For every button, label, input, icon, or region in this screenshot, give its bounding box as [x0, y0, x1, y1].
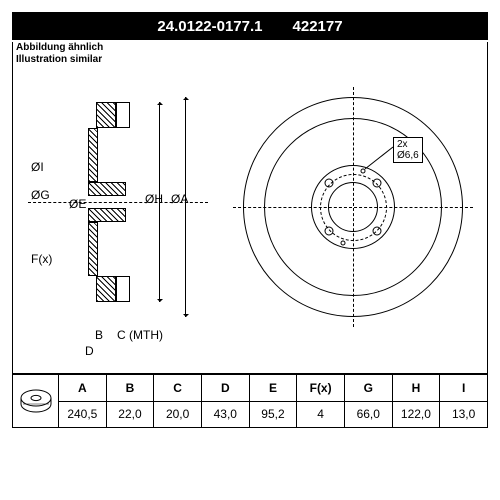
val-I: 13,0 — [440, 401, 488, 428]
section-vent-bot — [116, 276, 130, 302]
col-E: E — [249, 375, 297, 402]
val-F: 4 — [297, 401, 345, 428]
col-B: B — [106, 375, 154, 402]
label-diameter-H: ØH — [145, 192, 163, 206]
brake-disc-icon — [19, 384, 53, 418]
col-G: G — [344, 375, 392, 402]
label-diameter-E: ØE — [69, 197, 86, 211]
label-C: C (MTH) — [117, 328, 163, 342]
val-A: 240,5 — [59, 401, 107, 428]
col-F: F(x) — [297, 375, 345, 402]
part-number: 24.0122-0177.1 — [157, 18, 262, 35]
label-F: F(x) — [31, 252, 52, 266]
col-H: H — [392, 375, 440, 402]
col-I: I — [440, 375, 488, 402]
side-section-view — [88, 102, 136, 302]
ref-number: 422177 — [293, 18, 343, 35]
section-hat-bot — [88, 222, 98, 276]
disc-icon-cell — [13, 375, 59, 428]
section-hub-top — [88, 182, 126, 196]
label-B: B — [95, 328, 103, 342]
section-vent-top — [116, 102, 130, 128]
face-view: 2x Ø6,6 — [243, 97, 463, 317]
val-B: 22,0 — [106, 401, 154, 428]
table-data-row: 240,5 22,0 20,0 43,0 95,2 4 66,0 122,0 1… — [13, 401, 488, 428]
dim-table: A B C D E F(x) G H I 240,5 22,0 20,0 43,… — [12, 374, 488, 428]
leader-line-icon — [243, 97, 463, 317]
val-C: 20,0 — [154, 401, 202, 428]
label-D: D — [85, 344, 94, 358]
val-D: 43,0 — [201, 401, 249, 428]
label-diameter-I: ØI — [31, 160, 44, 174]
section-flange-top — [96, 102, 116, 128]
section-hat-top — [88, 128, 98, 182]
dimension-table: A B C D E F(x) G H I 240,5 22,0 20,0 43,… — [12, 374, 488, 428]
table-header-row: A B C D E F(x) G H I — [13, 375, 488, 402]
diagram-frame: ØI ØG ØE F(x) ØH ØA B D C (MTH) 2x Ø6,6 — [12, 42, 488, 374]
val-H: 122,0 — [392, 401, 440, 428]
val-E: 95,2 — [249, 401, 297, 428]
dim-arrow-A — [185, 97, 186, 317]
header-bar: 24.0122-0177.1 422177 — [12, 12, 488, 40]
label-diameter-G: ØG — [31, 188, 50, 202]
section-hub-bot — [88, 208, 126, 222]
col-A: A — [59, 375, 107, 402]
section-flange-bot — [96, 276, 116, 302]
col-D: D — [201, 375, 249, 402]
col-C: C — [154, 375, 202, 402]
label-diameter-A: ØA — [171, 192, 188, 206]
val-G: 66,0 — [344, 401, 392, 428]
